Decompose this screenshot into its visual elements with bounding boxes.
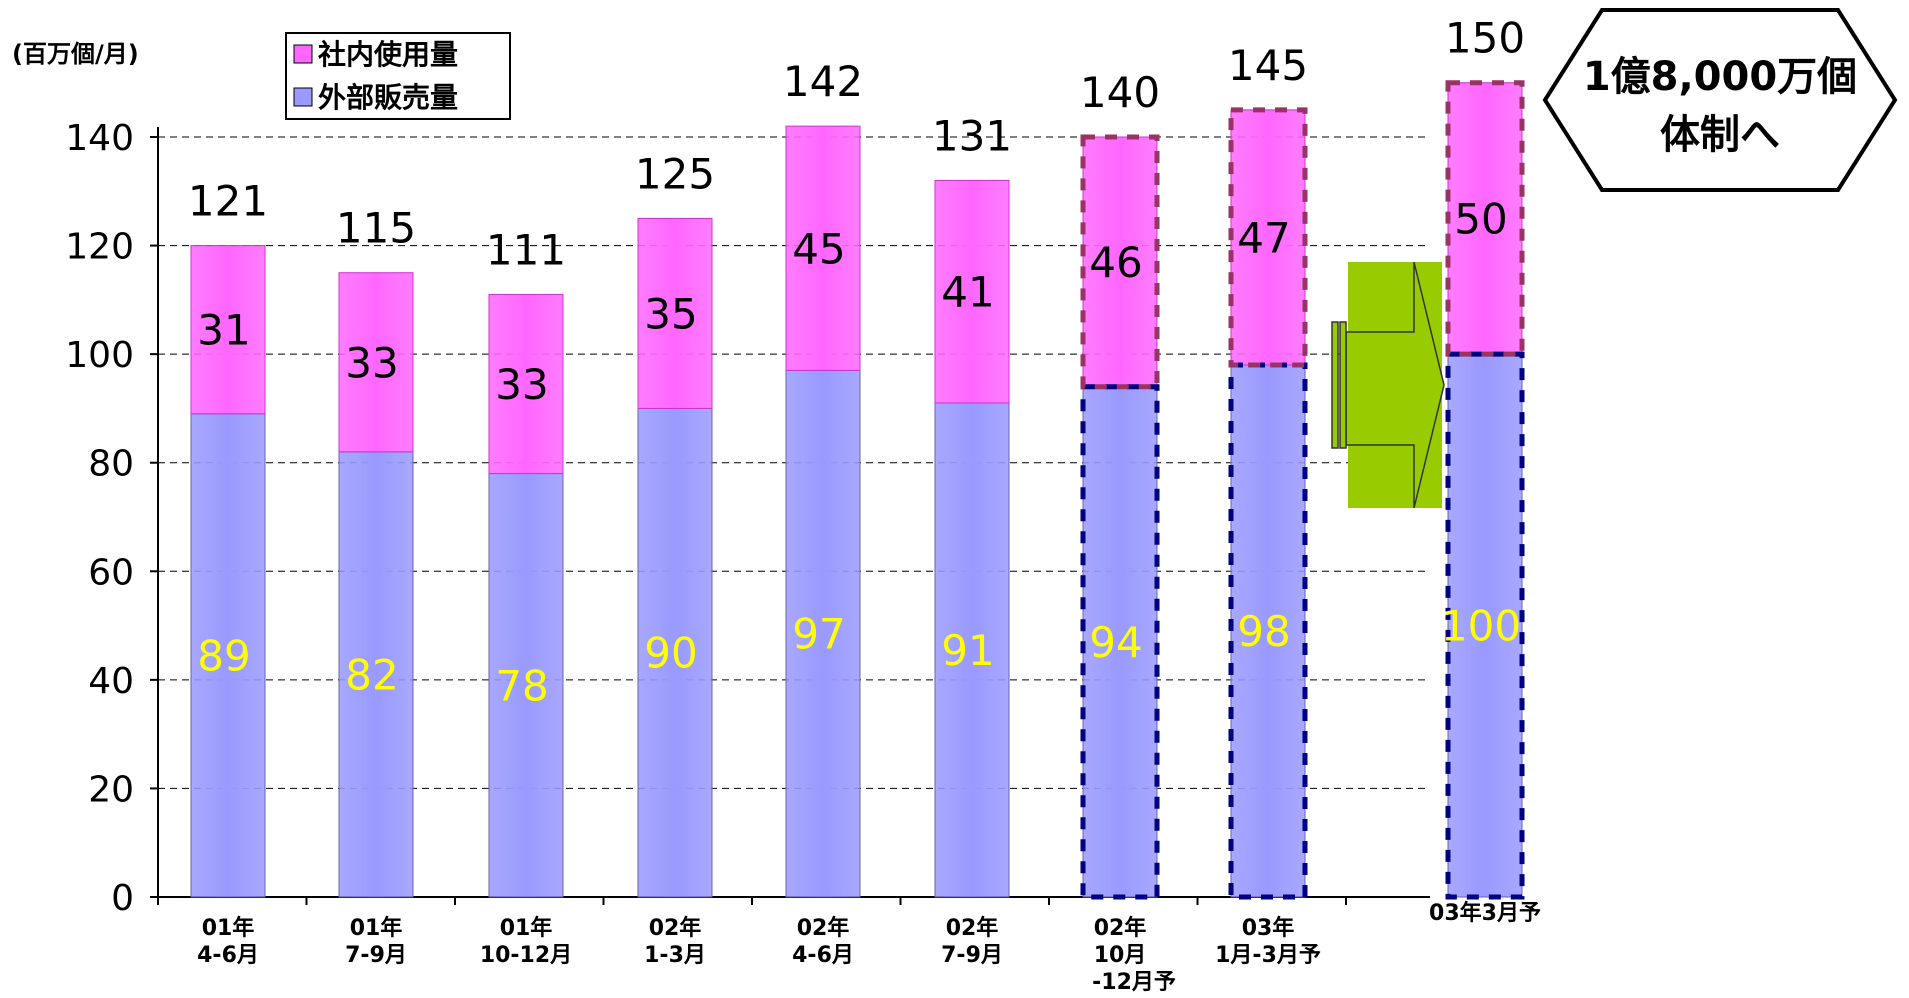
data-label-external: 78 <box>495 661 548 710</box>
x-tick-label: 02年 <box>797 915 850 941</box>
legend-swatch-internal <box>294 45 312 63</box>
x-tick-label: 4-6月 <box>792 943 854 968</box>
callout-line-1: 1億8,000万個 <box>1583 54 1857 100</box>
data-label-internal: 33 <box>345 338 398 387</box>
legend: 社内使用量 外部販売量 <box>286 33 510 119</box>
y-tick-label: 20 <box>88 769 134 810</box>
x-tick-label: 03年 <box>1242 915 1295 941</box>
data-label-total: 121 <box>188 177 268 226</box>
data-label-external: 97 <box>792 610 845 659</box>
y-tick-label: 40 <box>88 661 134 702</box>
data-label-total: 131 <box>932 111 1012 160</box>
y-tick-label: 0 <box>111 878 134 919</box>
x-tick-label: 01年 <box>500 915 553 941</box>
data-label-internal: 33 <box>495 360 548 409</box>
data-label-external: 94 <box>1089 618 1142 667</box>
y-tick-label: 60 <box>88 552 134 593</box>
y-axis: 0 20 40 60 80 100 120 140 <box>65 118 158 919</box>
data-label-total: 111 <box>486 225 566 274</box>
x-tick-label: 1-3月 <box>644 943 706 968</box>
x-tick-label: 02年 <box>946 915 999 941</box>
x-tick-label: 02年 <box>1094 915 1147 941</box>
data-label-external: 90 <box>644 629 697 678</box>
data-label-external: 100 <box>1441 602 1521 651</box>
data-label-total: 142 <box>783 57 863 106</box>
callout-shape <box>1545 10 1895 190</box>
data-label-external: 98 <box>1237 607 1290 656</box>
data-label-internal: 41 <box>941 268 994 317</box>
data-label-total: 140 <box>1080 68 1160 117</box>
legend-swatch-external <box>294 88 312 106</box>
data-label-total: 150 <box>1445 14 1525 63</box>
data-label-internal: 45 <box>792 224 845 273</box>
x-tick-label: 10月 <box>1094 943 1147 968</box>
x-tick-label: 7-9月 <box>345 943 407 968</box>
data-label-internal: 50 <box>1454 194 1507 243</box>
x-tick-label: 01年 <box>350 915 403 941</box>
x-tick-label: 02年 <box>649 915 702 941</box>
data-label-external: 91 <box>941 626 994 675</box>
arrow-graphic <box>1332 262 1444 508</box>
x-tick-label: -12月予 <box>1092 970 1176 995</box>
data-label-total: 145 <box>1228 41 1308 90</box>
data-label-internal: 47 <box>1237 213 1290 262</box>
legend-label-external: 外部販売量 <box>318 81 458 114</box>
x-tick-label: 03年3月予 <box>1429 900 1541 926</box>
x-tick-label: 4-6月 <box>197 943 259 968</box>
x-tick-label: 10-12月 <box>480 943 572 968</box>
unit-label: (百万個/月) <box>12 40 139 68</box>
data-label-internal: 31 <box>197 306 250 355</box>
arrow-stripe <box>1340 322 1346 448</box>
data-label-external: 89 <box>197 631 250 680</box>
y-tick-label: 140 <box>65 118 134 159</box>
x-axis: 01年4-6月01年7-9月01年10-12月02年1-3月02年4-6月02年… <box>158 897 1541 995</box>
data-label-external: 82 <box>345 650 398 699</box>
y-tick-label: 80 <box>88 444 134 485</box>
y-tick-label: 120 <box>65 227 134 268</box>
x-tick-label: 01年 <box>202 915 255 941</box>
x-tick-label: 1月-3月予 <box>1215 943 1321 968</box>
arrow-stripe <box>1332 322 1338 448</box>
x-tick-label: 7-9月 <box>941 943 1003 968</box>
data-label-total: 115 <box>336 204 416 253</box>
callout-hexagon: 1億8,000万個 体制へ <box>1545 10 1895 190</box>
callout-line-2: 体制へ <box>1660 112 1780 158</box>
y-tick-label: 100 <box>65 335 134 376</box>
legend-label-internal: 社内使用量 <box>318 38 458 71</box>
data-label-total: 125 <box>635 149 715 198</box>
data-label-internal: 46 <box>1089 238 1142 287</box>
data-label-internal: 35 <box>644 289 697 338</box>
